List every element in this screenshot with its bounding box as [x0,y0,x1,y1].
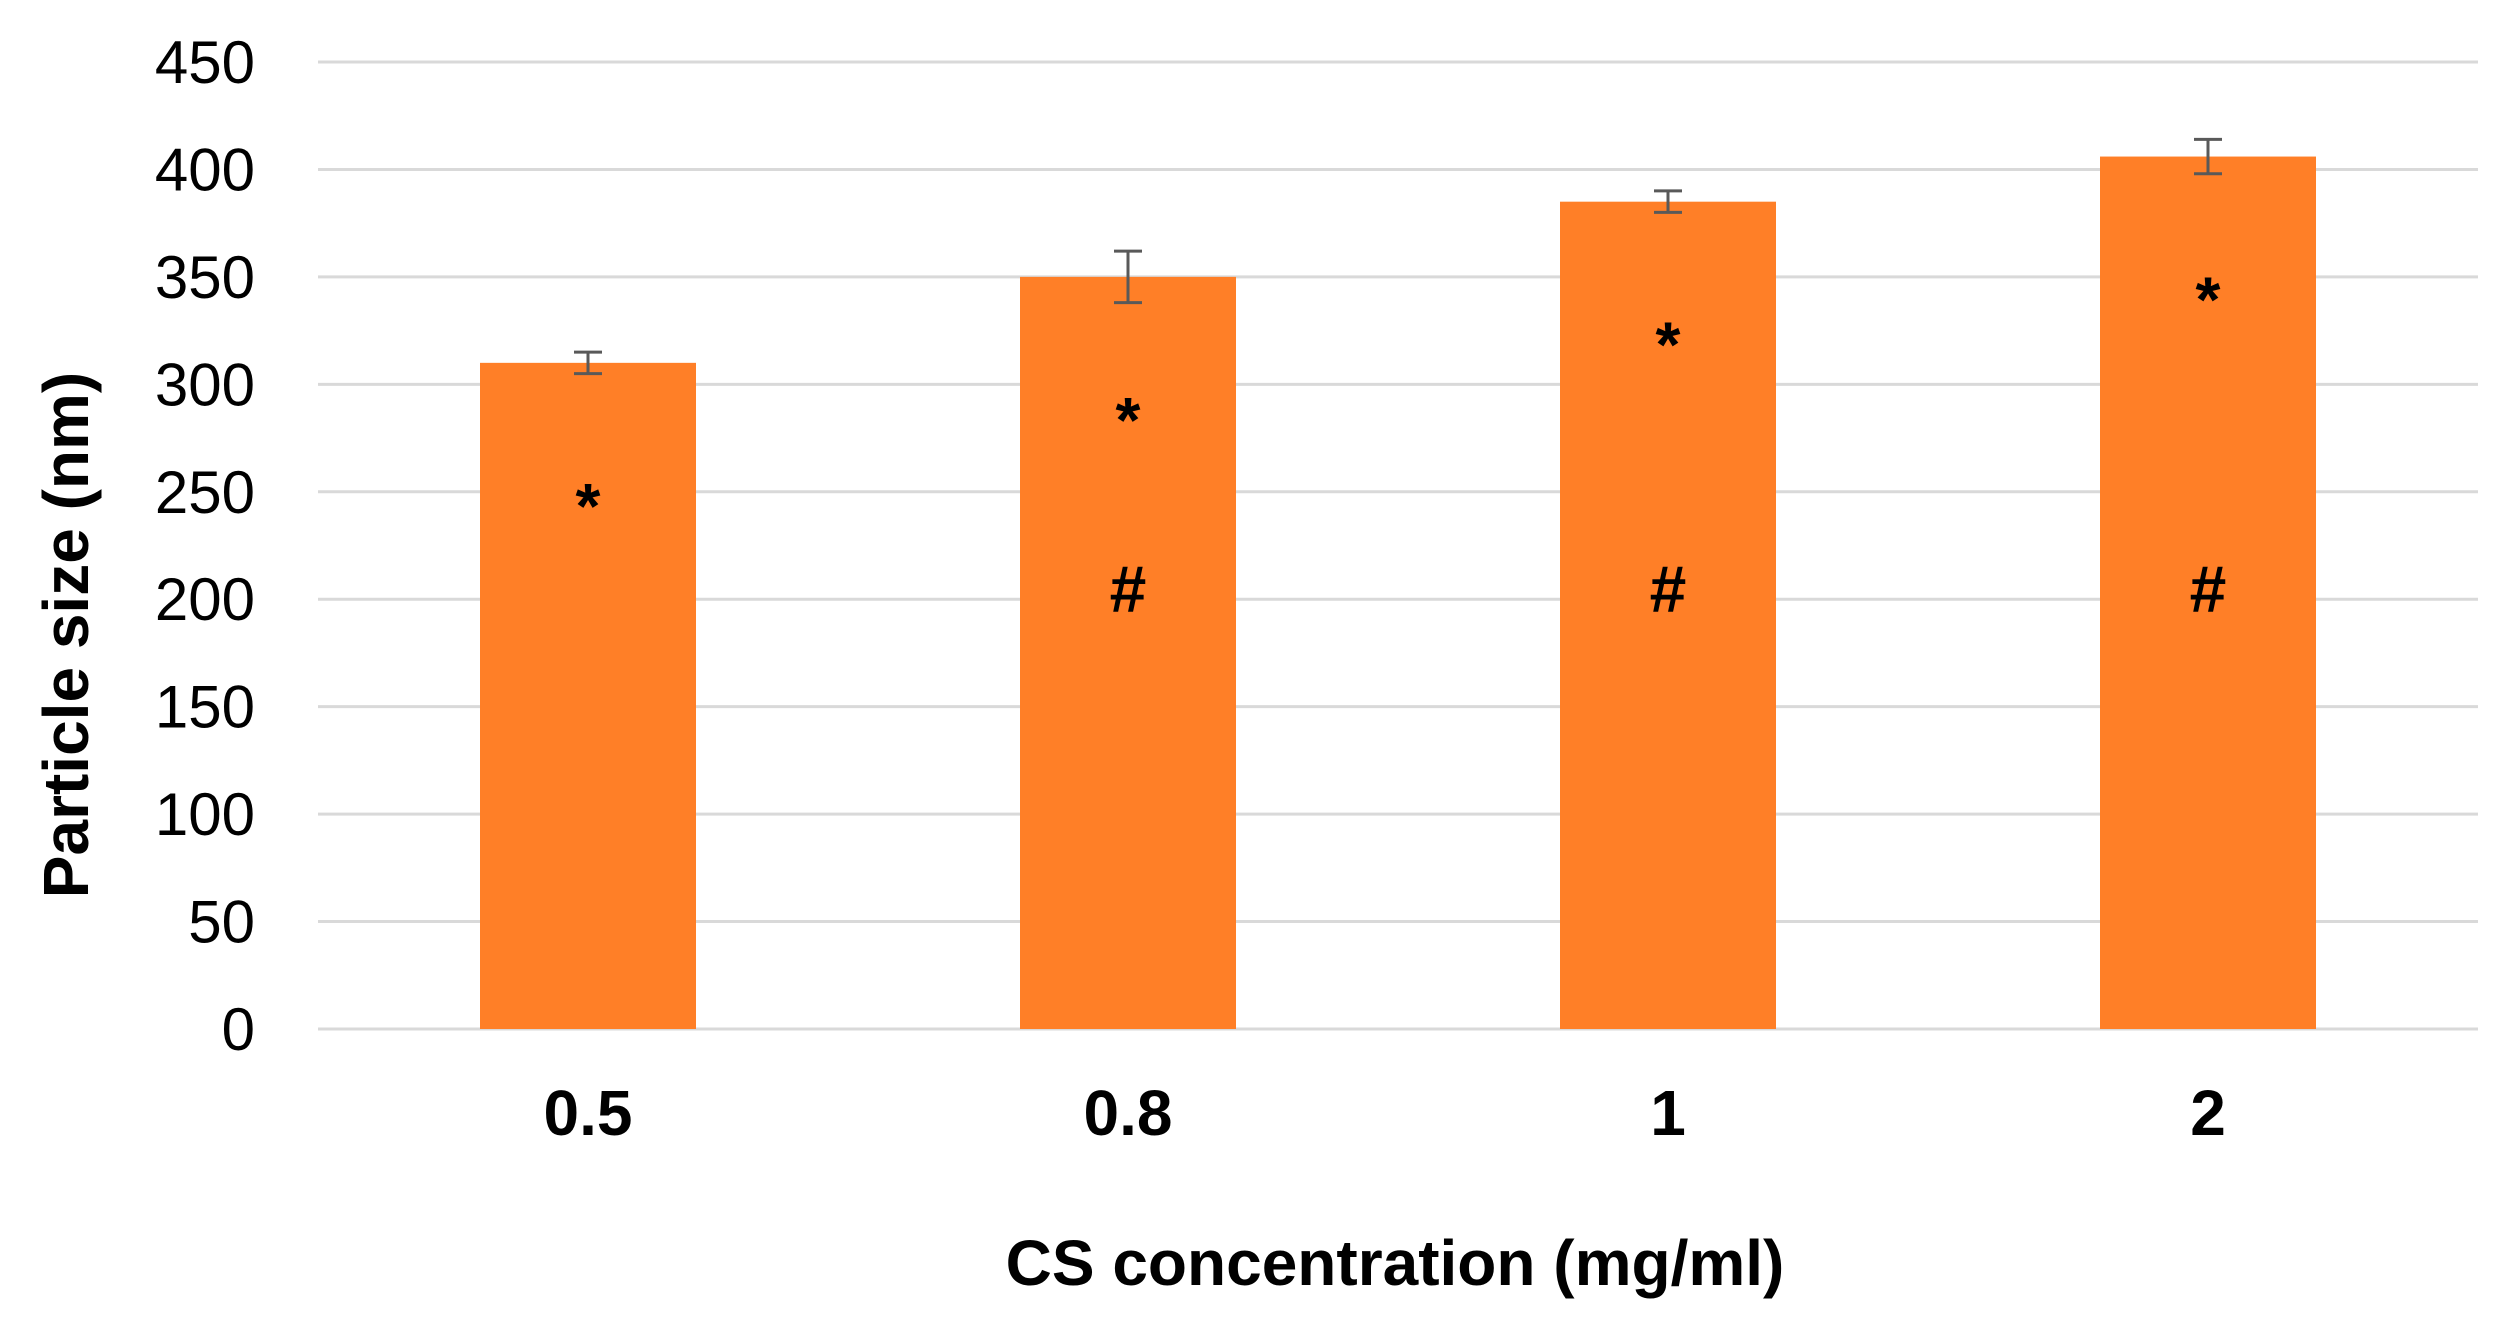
x-axis-tick-labels: 0.5 0.8 1 2 [544,1077,2226,1149]
hash-annotation: # [2190,552,2227,626]
y-tick-label: 400 [155,136,255,203]
y-tick-label: 0 [222,996,255,1063]
x-tick-label: 1 [1650,1077,1686,1149]
error-bar [2194,137,2222,176]
significance-annotations: * * # * # * # [576,264,2227,626]
asterisk-annotation: * [1656,309,1681,381]
y-axis-tick-labels: 0 50 100 150 200 250 300 350 400 450 [155,29,255,1063]
bar [2100,156,2316,1029]
error-bar [574,350,602,376]
asterisk-annotation: * [2196,264,2221,336]
x-axis-title: CS concentration (mg/ml) [1006,1227,1785,1299]
y-tick-label: 200 [155,566,255,633]
bar [480,362,696,1029]
asterisk-annotation: * [1116,384,1141,456]
y-tick-label: 450 [155,29,255,96]
error-bars [574,137,2222,376]
x-tick-label: 0.8 [1084,1077,1173,1149]
y-tick-label: 150 [155,674,255,741]
y-axis-title: Particle size (nm) [30,372,102,898]
hash-annotation: # [1650,552,1687,626]
bar [1020,276,1236,1029]
asterisk-annotation: * [576,470,601,542]
error-bar [1654,189,1682,214]
y-tick-label: 350 [155,244,255,311]
y-tick-label: 100 [155,781,255,848]
y-tick-label: 50 [188,889,255,956]
hash-annotation: # [1110,552,1147,626]
bars [480,156,2316,1029]
x-tick-label: 2 [2190,1077,2226,1149]
y-tick-label: 300 [155,351,255,418]
x-tick-label: 0.5 [544,1077,633,1149]
y-tick-label: 250 [155,459,255,526]
error-bar [1114,249,1142,305]
bar [1560,201,1776,1029]
